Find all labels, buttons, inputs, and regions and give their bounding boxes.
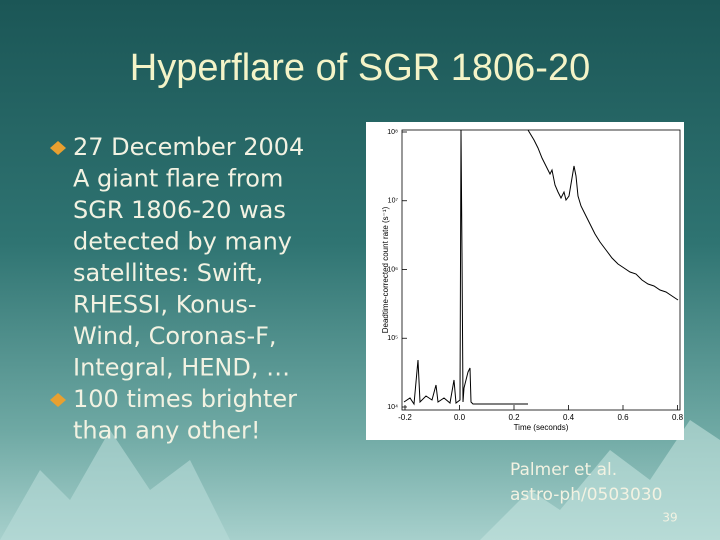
x-tick-label: -0.2 — [398, 413, 412, 422]
x-tick-label: 0.0 — [454, 413, 466, 422]
bullet-list: 27 December 2004 A giant flare from SGR 18… — [50, 133, 304, 445]
x-tick-label: 0.8 — [672, 413, 684, 422]
x-tick-label: 0.4 — [563, 413, 575, 422]
bullet-marker — [50, 141, 66, 155]
x-tick-label: 0.6 — [617, 413, 629, 422]
y-axis-label: Deadtime-corrected count rate (s⁻¹) — [381, 206, 390, 333]
ice-shape — [0, 430, 230, 540]
light-curve — [527, 129, 679, 301]
y-tick-label: 10⁵ — [387, 335, 398, 342]
y-tick-label: 10⁶ — [387, 266, 398, 273]
caption-line: astro-ph/0503030 — [510, 485, 662, 505]
y-tick-label: 10⁷ — [388, 198, 399, 205]
bullet-text: than any other! — [73, 417, 260, 445]
caption-line: Palmer et al. — [510, 460, 617, 480]
figure-frame — [366, 122, 684, 440]
bullet-marker — [50, 393, 66, 407]
light-curve — [403, 129, 528, 406]
bullet-text: 100 times brighter — [73, 385, 297, 413]
bullet-text: 27 December 2004 — [73, 133, 304, 161]
bullet-text: RHESSI, Konus- — [73, 291, 257, 319]
bullet-text: SGR 1806-20 was — [73, 196, 286, 224]
y-tick-label: 10⁴ — [387, 404, 398, 411]
bullet-text: Integral, HEND, … — [73, 354, 290, 382]
bullet-text: satellites: Swift, — [73, 259, 263, 287]
plot-axes — [401, 129, 681, 411]
bullet-text: A giant flare from — [73, 165, 283, 193]
slide-title: Hyperflare of SGR 1806-20 — [130, 47, 590, 89]
x-ticks: -0.2 0.0 0.2 0.4 0.6 0.8 — [398, 405, 684, 422]
y-tick-label: 10⁸ — [387, 129, 398, 136]
ice-shape — [480, 420, 720, 540]
page-number: 39 — [662, 511, 677, 525]
y-ticks: 10⁸ 10⁷ 10⁶ 10⁵ 10⁴ — [387, 129, 407, 411]
bullet-text: Wind, Coronas-F, — [73, 322, 277, 350]
x-tick-label: 0.2 — [508, 413, 520, 422]
x-axis-label: Time (seconds) — [514, 423, 569, 432]
bullet-text: detected by many — [73, 228, 292, 256]
